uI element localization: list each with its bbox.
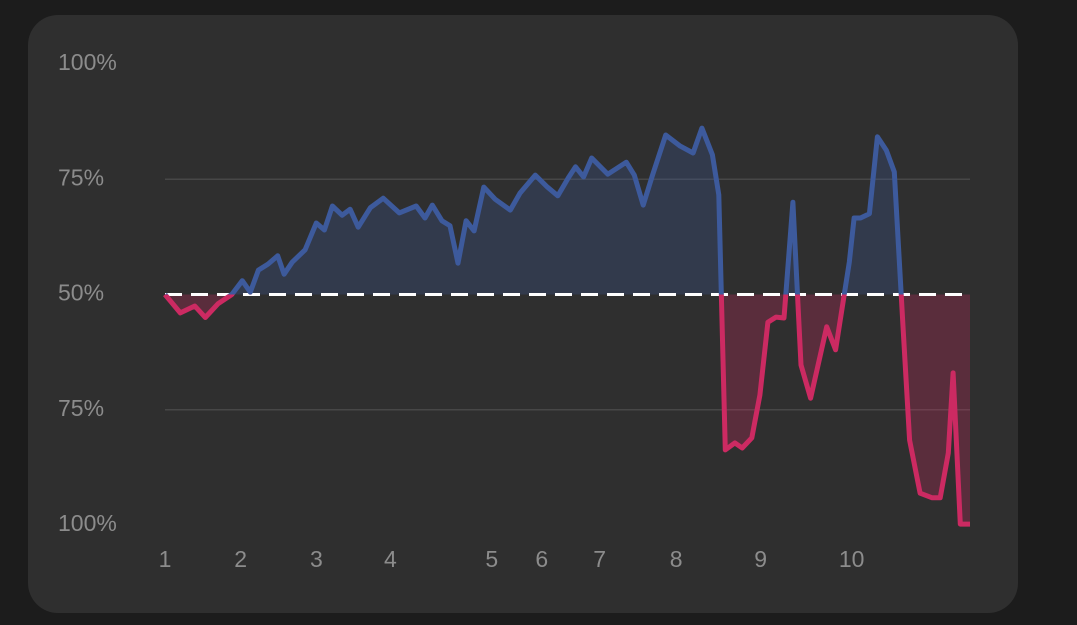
x-tick-label: 6	[535, 546, 548, 572]
x-tick-label: 3	[310, 546, 323, 572]
y-tick-label: 75%	[58, 395, 104, 421]
x-tick-label: 9	[754, 546, 767, 572]
area-above	[165, 128, 970, 295]
x-tick-label: 2	[234, 546, 247, 572]
x-tick-label: 5	[485, 546, 498, 572]
x-tick-label: 7	[593, 546, 606, 572]
y-tick-label: 75%	[58, 164, 104, 190]
y-tick-label: 100%	[58, 49, 117, 75]
x-tick-label: 4	[384, 546, 397, 572]
x-tick-label: 1	[159, 546, 172, 572]
x-tick-label: 8	[670, 546, 683, 572]
card	[28, 15, 1018, 613]
x-tick-label: 10	[839, 546, 865, 572]
y-tick-label: 100%	[58, 510, 117, 536]
line-above	[165, 125, 904, 295]
y-tick-label: 50%	[58, 280, 104, 306]
